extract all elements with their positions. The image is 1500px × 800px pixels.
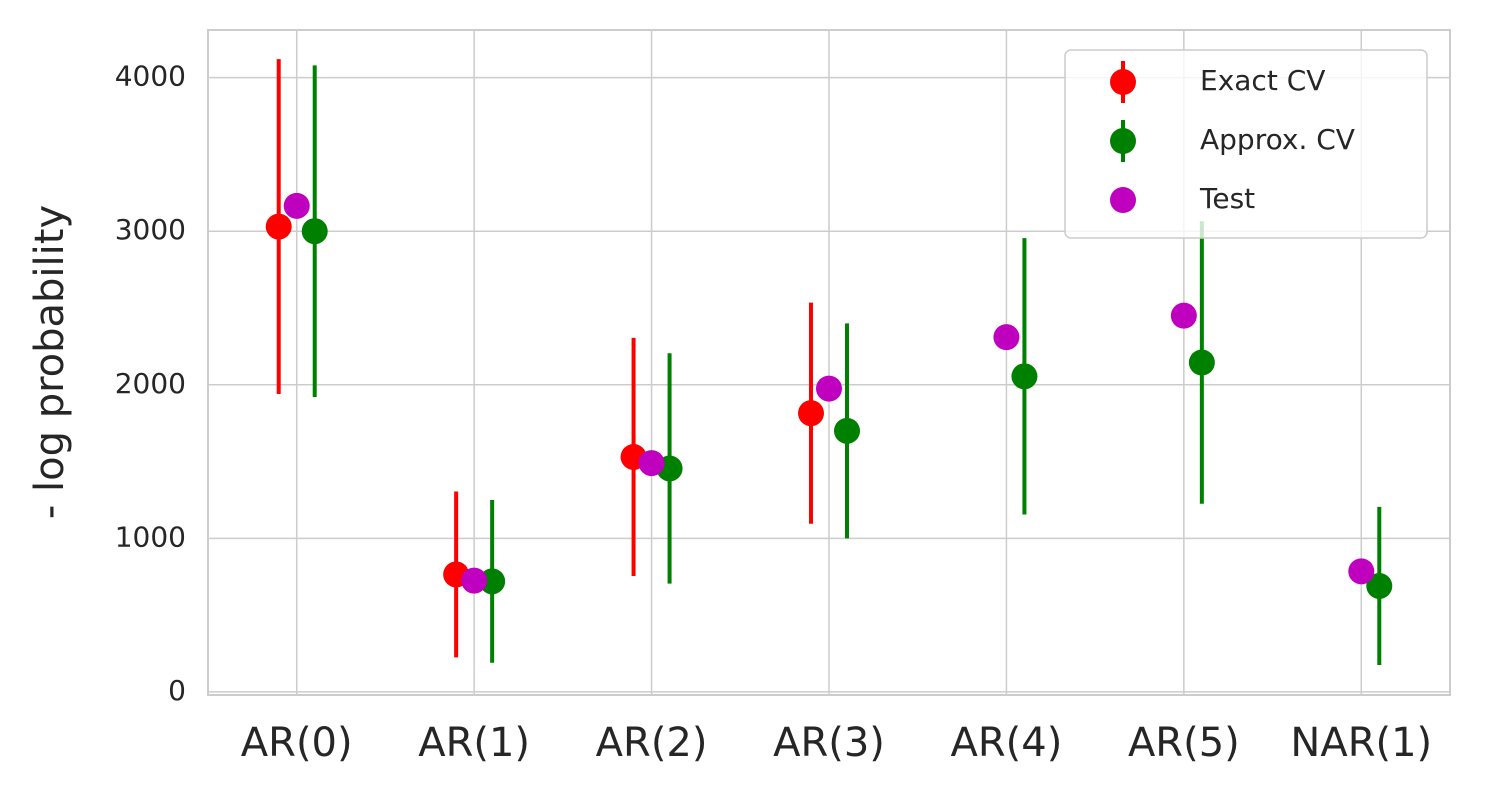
point: [1348, 558, 1375, 585]
point: [461, 567, 488, 594]
point: [816, 375, 842, 402]
legend-label: Approx. CV: [1200, 123, 1355, 156]
point: [1170, 302, 1197, 329]
legend-marker: [1110, 69, 1136, 95]
point: [834, 417, 860, 444]
point: [1011, 363, 1038, 390]
legend-marker: [1110, 187, 1136, 213]
x-tick-label: AR(4): [951, 720, 1063, 766]
y-axis-label: - log probability: [27, 205, 73, 519]
legend-label: Test: [1199, 182, 1255, 215]
legend-label: Exact CV: [1200, 64, 1325, 97]
point: [798, 400, 824, 427]
point: [1366, 572, 1393, 599]
x-tick-label: AR(1): [418, 720, 530, 766]
x-tick-label: AR(0): [241, 720, 353, 766]
legend-marker: [1110, 128, 1136, 154]
y-tick-label: 3000: [115, 213, 186, 246]
y-tick-label: 4000: [115, 60, 186, 93]
y-tick-label: 0: [168, 674, 186, 707]
point: [638, 450, 665, 477]
point: [301, 218, 328, 245]
x-tick-label: NAR(1): [1290, 720, 1432, 766]
legend-box: [1064, 49, 1428, 239]
x-tick-label: AR(3): [773, 720, 885, 766]
x-tick-label: AR(2): [596, 720, 708, 766]
point: [283, 192, 310, 219]
y-tick-label: 2000: [115, 367, 186, 400]
point: [993, 324, 1020, 351]
point: [265, 213, 292, 240]
y-tick-label: 1000: [115, 520, 186, 553]
x-tick-label: AR(5): [1128, 720, 1240, 766]
point: [1188, 349, 1215, 376]
